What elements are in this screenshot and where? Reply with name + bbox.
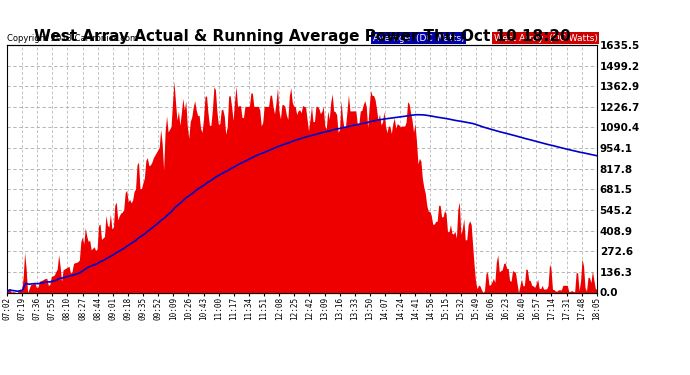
- Text: West Array  (DC Watts): West Array (DC Watts): [493, 33, 598, 42]
- Text: Copyright 2013 Cartronics.com: Copyright 2013 Cartronics.com: [7, 33, 138, 42]
- Title: West Array Actual & Running Average Power Thu Oct 10 18:20: West Array Actual & Running Average Powe…: [34, 29, 570, 44]
- Text: Average  (DC Watts): Average (DC Watts): [373, 33, 464, 42]
